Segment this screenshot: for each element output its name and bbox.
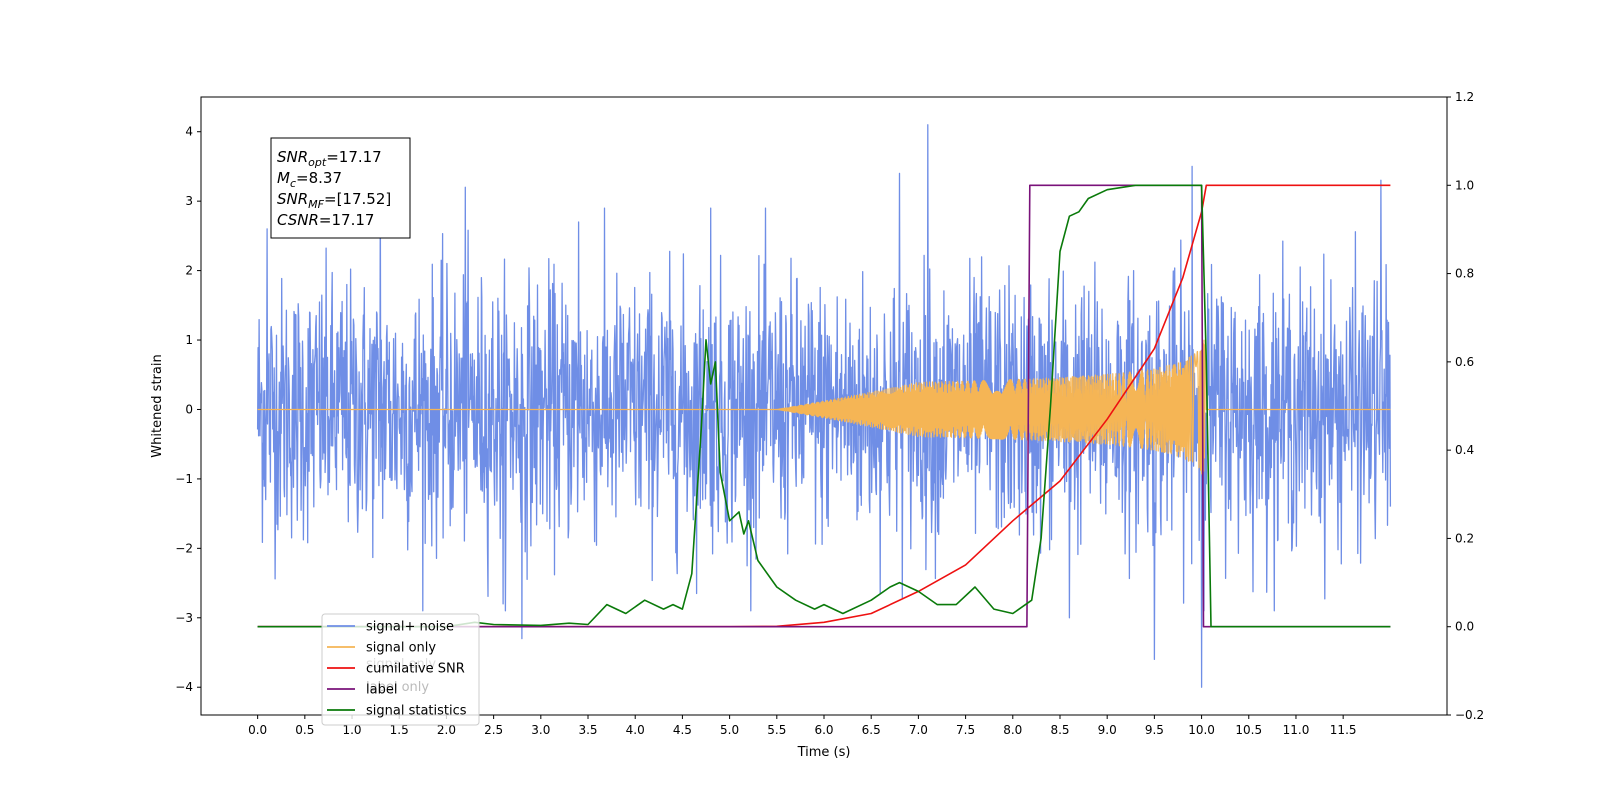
y-tick-label: 2	[185, 264, 193, 278]
legend: signal only label only signal+ noise signal…	[321, 613, 480, 726]
annotation-symbol: SNR	[277, 190, 308, 208]
x-tick-label: 10.0	[1188, 723, 1215, 737]
plot-content	[256, 124, 1392, 688]
x-tick-label: 9.0	[1098, 723, 1117, 737]
x-tick-label: 9.5	[1145, 723, 1164, 737]
legend-label: label	[366, 683, 397, 698]
series-cumilative-snr-line	[257, 184, 1391, 628]
y-tick-label: −2	[175, 541, 193, 555]
y-axis-label: Whitened strain	[150, 354, 165, 457]
x-tick-label: 3.5	[578, 723, 597, 737]
annotation-value: =[17.52]	[324, 190, 391, 208]
annotation-value: =17.17	[326, 148, 382, 166]
y-tick-label: 3	[185, 194, 193, 208]
y2-tick-label: 0.6	[1455, 355, 1474, 369]
y-tick-label: −1	[175, 472, 193, 486]
snr-annotation-box: SNRopt=17.17Mc=8.37SNRMF=[17.52]CSNR=17.…	[270, 137, 411, 239]
annotation-line: Mc=8.37	[277, 169, 342, 190]
series-signal-noise-line	[256, 124, 1392, 688]
y-axis-left: −4 −3 −2 −1 0 1 2 3 4	[175, 125, 201, 694]
y2-tick-label: −0.2	[1455, 708, 1484, 722]
x-tick-label: 8.0	[1003, 723, 1022, 737]
annotation-symbol: CSNR	[277, 211, 319, 229]
legend-label: signal only	[366, 641, 436, 656]
x-axis-label: Time (s)	[797, 745, 851, 760]
legend-label: cumilative SNR	[366, 662, 465, 677]
x-tick-label: 1.5	[390, 723, 409, 737]
legend-ghost-label: signal only	[366, 657, 436, 672]
x-tick-label: 10.5	[1235, 723, 1262, 737]
x-tick-label: 6.0	[814, 723, 833, 737]
annotation-subscript: c	[290, 177, 296, 190]
y-tick-label: −4	[175, 680, 193, 694]
x-tick-label: 11.0	[1283, 723, 1310, 737]
x-tick-label: 4.0	[626, 723, 645, 737]
x-tick-label: 6.5	[862, 723, 881, 737]
y2-tick-label: 1.0	[1455, 178, 1474, 192]
x-tick-label: 11.5	[1330, 723, 1357, 737]
annotation-symbol: M	[277, 169, 290, 187]
legend-ghost-label: label only	[366, 680, 429, 695]
annotation-line: SNRopt=17.17	[277, 148, 382, 169]
x-tick-label: 8.5	[1050, 723, 1069, 737]
series-signal-statistics-line	[257, 184, 1391, 628]
y-tick-label: −3	[175, 611, 193, 625]
legend-frame	[321, 613, 480, 726]
x-tick-label: 7.0	[909, 723, 928, 737]
annotation-value: =17.17	[319, 211, 375, 229]
x-tick-label: 4.5	[673, 723, 692, 737]
x-tick-label: 5.0	[720, 723, 739, 737]
annotation-subscript: MF	[308, 198, 324, 211]
y-tick-label: 1	[185, 333, 193, 347]
annotation-line: CSNR=17.17	[277, 211, 374, 229]
x-tick-label: 7.5	[956, 723, 975, 737]
legend-label: signal statistics	[366, 704, 467, 719]
x-axis: 0.0 0.5 1.0 1.5 2.0 2.5 3.0 3.5 4.0 4.5 5.0 5.5 6.0 6…	[248, 715, 1357, 737]
x-tick-label: 0.5	[295, 723, 314, 737]
y-tick-label: 4	[185, 125, 193, 139]
x-tick-label: 3.0	[531, 723, 550, 737]
x-tick-label: 5.5	[767, 723, 786, 737]
annotation-symbol: SNR	[277, 148, 308, 166]
annotation-frame	[270, 137, 411, 239]
x-tick-label: 1.0	[342, 723, 361, 737]
y2-tick-label: 0.0	[1455, 620, 1474, 634]
y2-tick-label: 0.2	[1455, 531, 1474, 545]
y2-tick-label: 1.2	[1455, 90, 1474, 104]
x-tick-label: 0.0	[248, 723, 267, 737]
series-signal-only-line	[257, 339, 1391, 475]
x-tick-label: 2.5	[484, 723, 503, 737]
annotation-value: =8.37	[296, 169, 342, 187]
legend-label: signal+ noise	[366, 620, 454, 635]
y2-tick-label: 0.8	[1455, 267, 1474, 281]
x-tick-label: 2.0	[437, 723, 456, 737]
y-axis-right: −0.2 0.0 0.2 0.4 0.6 0.8 1.0 1.2	[1447, 90, 1484, 722]
y2-tick-label: 0.4	[1455, 443, 1474, 457]
annotation-subscript: opt	[308, 156, 327, 169]
annotation-line: SNRMF=[17.52]	[277, 190, 391, 211]
y-tick-label: 0	[185, 402, 193, 416]
